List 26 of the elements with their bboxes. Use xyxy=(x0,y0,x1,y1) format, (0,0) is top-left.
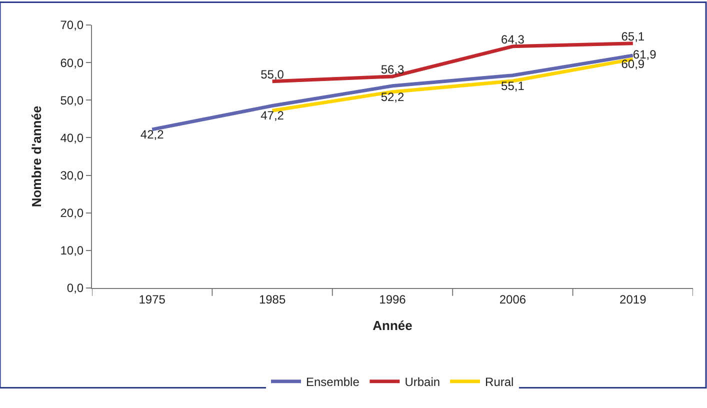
y-axis-title: Nombre d'année xyxy=(29,106,44,208)
x-tick-label: 2006 xyxy=(499,292,526,306)
y-tick-label: 40,0 xyxy=(60,130,84,145)
data-label: 64,3 xyxy=(501,32,525,46)
y-tick-label: 20,0 xyxy=(60,206,84,220)
data-label: 65,1 xyxy=(621,29,645,44)
data-label: 47,2 xyxy=(260,108,284,123)
y-tick-label: 70,0 xyxy=(60,18,84,32)
x-axis-title: Année xyxy=(372,318,412,333)
x-tick-label: 2019 xyxy=(620,292,647,306)
x-tick-label: 1996 xyxy=(379,292,406,306)
legend-label: Ensemble xyxy=(306,375,360,390)
data-label: 42,2 xyxy=(140,127,164,142)
y-tick-label: 60,0 xyxy=(60,56,84,70)
data-label: 56,3 xyxy=(380,62,404,76)
y-tick-label: 50,0 xyxy=(60,93,84,108)
x-tick-label: 1985 xyxy=(258,292,286,306)
y-tick-label: 30,0 xyxy=(60,168,84,182)
legend-label: Urbain xyxy=(404,375,440,390)
data-label: 55,0 xyxy=(260,67,284,82)
data-label: 52,2 xyxy=(380,90,404,104)
data-label: 55,1 xyxy=(501,78,525,93)
y-tick-label: 10,0 xyxy=(60,244,84,258)
x-tick-label: 1975 xyxy=(138,292,166,306)
y-tick-label: 0,0 xyxy=(66,281,84,296)
legend-label: Rural xyxy=(485,375,514,390)
